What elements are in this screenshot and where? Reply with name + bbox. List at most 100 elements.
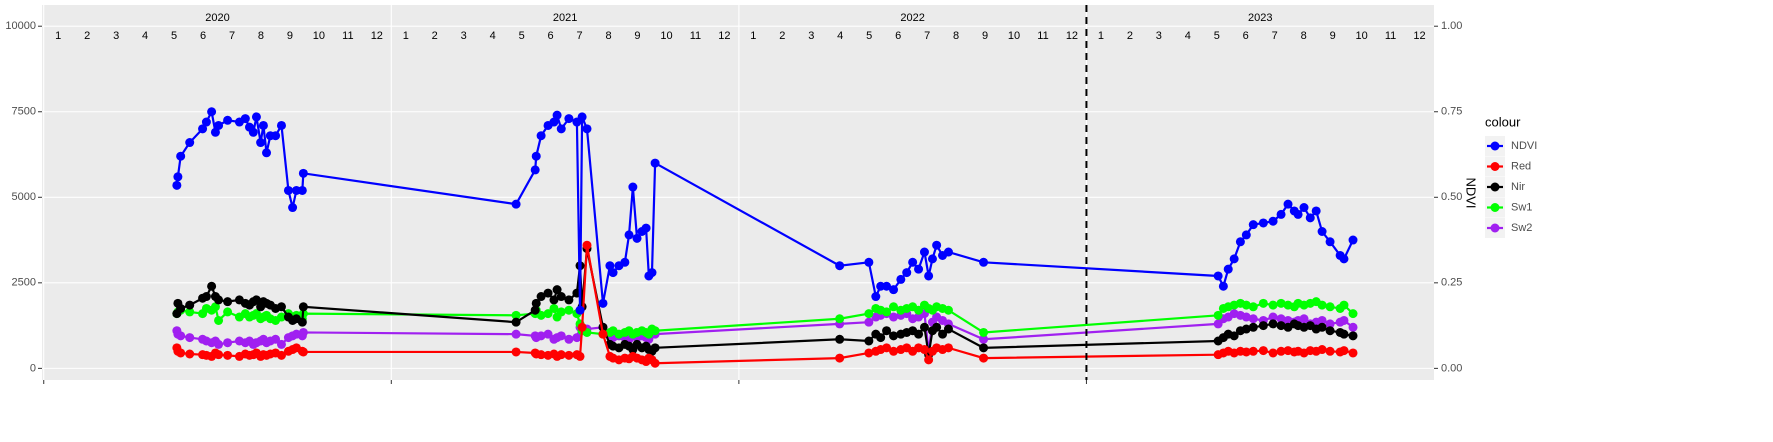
point [1229,331,1239,341]
point [223,307,233,317]
point [298,302,308,312]
point [214,315,224,325]
point [943,324,953,334]
point [1339,254,1349,264]
series [172,240,1358,368]
month-label: 8 [605,30,611,42]
point [919,345,929,355]
month-label: 12 [1066,30,1078,42]
point [908,257,918,267]
point [919,247,929,257]
point [185,333,195,343]
month-label: 7 [229,30,235,42]
year-label: 2021 [553,12,577,24]
point [298,347,308,357]
point [582,240,592,250]
month-label: 1 [750,30,756,42]
point [176,331,186,341]
legend-label: Sw1 [1511,201,1532,213]
point [511,199,521,209]
point [564,295,574,305]
month-label: 5 [519,30,525,42]
month-label: 1 [403,30,409,42]
point [185,300,195,310]
point [214,295,224,305]
point [1235,237,1245,247]
point [276,312,286,322]
point [1241,324,1251,334]
point [1325,302,1335,312]
month-label: 12 [718,30,730,42]
y2-tick-label: 0.75 [1441,106,1462,118]
point [864,317,874,327]
y2-tick-label: 0.25 [1441,277,1462,289]
point [914,264,924,274]
point [1325,237,1335,247]
point [835,353,845,363]
year-label: 2022 [900,12,924,24]
point [871,292,881,302]
point [214,120,224,130]
point [297,185,307,195]
y-tick-label: 0 [30,362,36,374]
point [536,310,546,320]
point [864,348,874,358]
point [1317,345,1327,355]
point [549,295,559,305]
point [979,257,989,267]
y-tick-label: 2500 [12,277,36,289]
point [1268,319,1278,329]
point [283,185,293,195]
y-tick-label: 10000 [5,20,36,32]
month-label: 10 [1008,30,1020,42]
point [223,350,233,360]
point [1311,206,1321,216]
point [1299,203,1309,213]
point [1325,326,1335,336]
month-label: 9 [1330,30,1336,42]
point [889,312,899,322]
month-label: 2 [432,30,438,42]
point [511,310,521,320]
point [979,343,989,353]
point [575,351,585,361]
month-label: 11 [1037,30,1048,42]
point [924,271,934,281]
month-label: 2 [1127,30,1133,42]
point [938,329,948,339]
point [564,350,574,360]
point [1258,298,1268,308]
point [549,117,559,127]
month-label: 5 [866,30,872,42]
point [1276,321,1286,331]
month-label: 5 [1214,30,1220,42]
point [575,305,585,315]
point [632,233,642,243]
point [1317,322,1327,332]
point [1268,300,1278,310]
point [864,309,874,319]
point [1229,254,1239,264]
point [882,281,892,291]
point [1268,348,1278,358]
point [1339,346,1349,356]
month-label: 7 [577,30,583,42]
point [1339,300,1349,310]
point [1283,199,1293,209]
point [251,112,261,122]
point [1276,209,1286,219]
month-label: 8 [1301,30,1307,42]
legend-label: NDVI [1511,140,1537,152]
month-label: 7 [1272,30,1278,42]
point [214,350,224,360]
point [864,336,874,346]
point [919,322,929,332]
month-label: 12 [371,30,383,42]
point [556,331,566,341]
month-label: 2 [84,30,90,42]
marks [172,107,1358,368]
point [1213,271,1223,281]
point [1213,310,1223,320]
point [582,124,592,134]
point [572,333,582,343]
